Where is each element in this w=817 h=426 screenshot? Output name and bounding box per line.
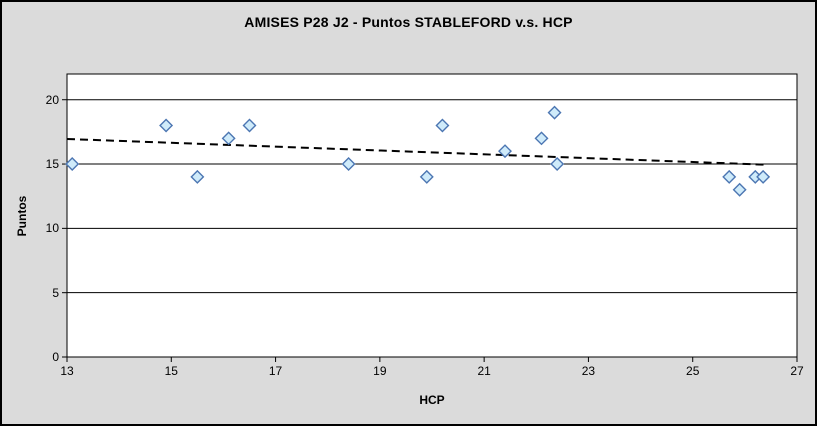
data-point-diamond — [722, 169, 737, 184]
data-point-diamond — [242, 118, 257, 133]
data-point-diamond — [498, 144, 512, 159]
data-point-diamond — [190, 169, 205, 184]
data-point-diamond — [732, 182, 747, 197]
x-tick-label: 13 — [60, 364, 74, 378]
data-point-diamond — [159, 118, 174, 133]
plot-background — [66, 73, 798, 358]
y-tick-label: 10 — [45, 221, 59, 236]
y-tick-label: 20 — [45, 92, 59, 107]
x-tick-label: 15 — [164, 364, 178, 378]
y-tick-label: 0 — [52, 350, 59, 364]
x-tick-label: 23 — [581, 364, 596, 378]
data-point-diamond — [341, 157, 356, 172]
x-axis-title: HCP — [419, 393, 445, 407]
x-tick-label: 17 — [268, 364, 283, 378]
data-point-diamond — [534, 131, 549, 146]
x-tick-label: 21 — [477, 364, 491, 378]
data-point-diamond — [221, 131, 236, 146]
data-point-diamond — [65, 157, 80, 172]
x-tick-label: 25 — [686, 364, 700, 378]
x-tick-label: 19 — [373, 364, 387, 378]
data-point-diamond — [756, 169, 771, 184]
data-point-diamond — [419, 169, 434, 184]
data-point-diamond — [550, 157, 565, 172]
chart-title: AMISES P28 J2 - Puntos STABLEFORD v.s. H… — [244, 14, 573, 30]
y-tick-label: 15 — [45, 157, 59, 172]
data-point-diamond — [435, 118, 450, 133]
y-tick-label: 5 — [52, 285, 59, 300]
data-point-diamond — [547, 105, 562, 120]
x-tick-label: 27 — [790, 364, 804, 378]
